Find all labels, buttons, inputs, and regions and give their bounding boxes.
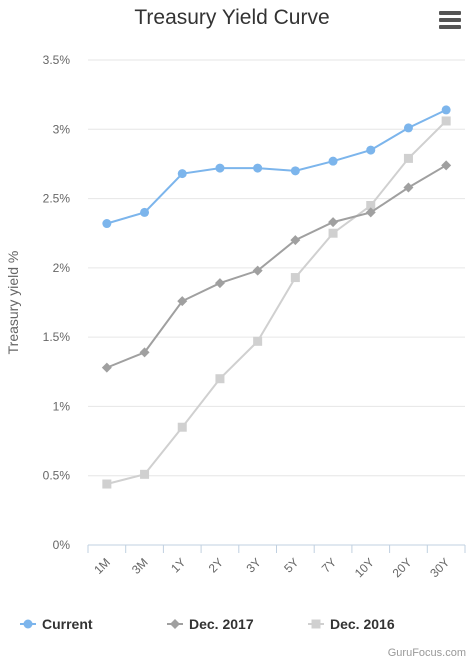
x-tick-label: 3M: [129, 555, 151, 577]
data-point[interactable]: [366, 145, 376, 155]
y-tick-label: 1.5%: [43, 330, 71, 344]
data-point[interactable]: [328, 156, 338, 166]
chart-title: Treasury Yield Curve: [134, 6, 329, 29]
data-point[interactable]: [215, 374, 225, 384]
legend-label: Dec. 2016: [330, 616, 395, 632]
legend-item[interactable]: Dec. 2017: [167, 616, 254, 632]
data-point[interactable]: [140, 207, 150, 217]
x-tick-label: 30Y: [427, 555, 452, 580]
x-tick-label: 3Y: [243, 555, 263, 575]
y-tick-label: 0.5%: [43, 469, 71, 483]
data-point[interactable]: [252, 265, 263, 276]
data-point[interactable]: [177, 169, 187, 179]
data-point[interactable]: [403, 182, 414, 193]
data-point[interactable]: [290, 235, 301, 246]
legend-item[interactable]: Dec. 2016: [308, 616, 395, 632]
y-tick-label: 0%: [53, 538, 71, 552]
data-point[interactable]: [365, 207, 376, 218]
y-tick-label: 2.5%: [43, 192, 71, 206]
data-point[interactable]: [139, 347, 150, 358]
x-tick-label: 1Y: [168, 555, 188, 575]
legend-marker: [170, 619, 180, 629]
data-point[interactable]: [215, 163, 225, 173]
x-tick-label: 1M: [91, 555, 113, 577]
data-point[interactable]: [441, 160, 452, 171]
y-tick-label: 1%: [53, 399, 71, 413]
x-tick-label: 5Y: [281, 555, 301, 575]
data-point[interactable]: [140, 469, 150, 479]
data-point[interactable]: [101, 362, 112, 373]
data-point[interactable]: [403, 153, 413, 163]
y-tick-label: 3%: [53, 122, 71, 136]
data-point[interactable]: [328, 217, 339, 228]
series-dec-2016: [102, 116, 451, 489]
y-axis-title: Treasury yield %: [5, 251, 21, 355]
legend-marker: [23, 619, 33, 629]
data-point[interactable]: [177, 296, 188, 307]
x-tick-label: 20Y: [390, 555, 415, 580]
data-point[interactable]: [177, 422, 187, 432]
data-point[interactable]: [102, 219, 112, 229]
x-tick-label: 10Y: [352, 555, 377, 580]
data-point[interactable]: [366, 201, 376, 210]
series-dec-2017: [101, 160, 452, 373]
legend-label: Current: [42, 616, 93, 632]
data-point[interactable]: [441, 116, 451, 126]
data-point[interactable]: [328, 228, 338, 238]
legend-marker: [311, 619, 321, 629]
credit-text: GuruFocus.com: [388, 647, 466, 659]
legend-item[interactable]: Current: [20, 616, 93, 632]
data-point[interactable]: [290, 166, 300, 176]
series-current: [102, 105, 451, 229]
data-point[interactable]: [290, 273, 300, 283]
hamburger-menu-icon[interactable]: [436, 8, 464, 34]
series-line: [106, 108, 447, 225]
data-point[interactable]: [102, 479, 112, 489]
data-point[interactable]: [441, 105, 451, 115]
x-tick-label: 2Y: [206, 555, 226, 575]
x-tick-label: 7Y: [319, 555, 339, 575]
legend-label: Dec. 2017: [189, 616, 254, 632]
data-point[interactable]: [253, 163, 263, 173]
data-point[interactable]: [214, 278, 225, 289]
series-line: [106, 164, 447, 369]
data-point[interactable]: [403, 123, 413, 133]
y-tick-label: 3.5%: [43, 53, 71, 67]
series-line: [106, 120, 447, 485]
y-tick-label: 2%: [53, 261, 71, 275]
data-point[interactable]: [253, 336, 263, 346]
